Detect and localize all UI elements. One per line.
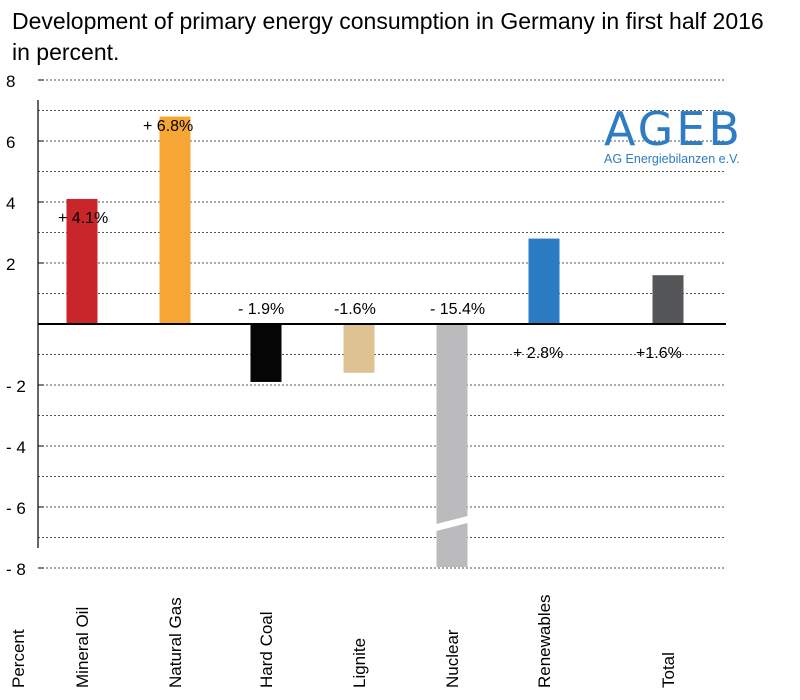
category-label: Total [659, 652, 678, 688]
y-tick-label: 4 [6, 194, 15, 213]
category-label: Renewables [535, 594, 554, 688]
logo-sub-text: AG Energiebilanzen e.V. [604, 152, 740, 166]
y-tick-labels: 8 6 4 2 - 2 - 4 - 6 - 8 [6, 72, 44, 579]
bars [66, 116, 684, 567]
value-label: + 2.8% [513, 345, 563, 362]
value-labels: + 4.1% + 6.8% - 1.9% -1.6% - 15.4% + 2.8% +1.6… [58, 118, 682, 362]
bar [250, 324, 282, 382]
value-label: + 6.8% [143, 118, 193, 135]
bar [343, 324, 375, 373]
gridlines [38, 79, 726, 569]
y-tick-label: 8 [6, 72, 15, 91]
y-axis-label: Percent [9, 629, 28, 688]
y-tick-label: - 8 [6, 560, 26, 579]
chart-title: Development of primary energy consumptio… [12, 8, 764, 65]
bar [159, 116, 191, 324]
y-tick-label: 6 [6, 133, 15, 152]
category-label: Hard Coal [257, 611, 276, 688]
category-label: Nuclear [443, 629, 462, 688]
logo-main-text: AGEB [604, 102, 743, 156]
zero-axis [37, 100, 726, 548]
bar [66, 198, 98, 324]
category-label: Natural Gas [166, 597, 185, 688]
value-label: +1.6% [636, 345, 682, 362]
category-label: Lignite [350, 638, 369, 688]
y-tick-label: - 4 [6, 438, 26, 457]
bar [652, 275, 684, 324]
y-tick-label: - 6 [6, 499, 26, 518]
category-labels: Mineral Oil Natural Gas Hard Coal Lignite Nu… [73, 594, 678, 688]
category-label: Mineral Oil [73, 607, 92, 688]
ageb-logo: AGEB AG Energiebilanzen e.V. [604, 106, 743, 166]
y-tick-label: 2 [6, 255, 15, 274]
value-label: - 15.4% [430, 301, 485, 318]
value-label: + 4.1% [58, 210, 108, 227]
bar-lower-segment [436, 523, 468, 567]
bar [436, 324, 468, 524]
value-label: -1.6% [334, 301, 376, 318]
value-label: - 1.9% [238, 301, 284, 318]
y-tick-label: - 2 [6, 377, 26, 396]
bar [528, 238, 560, 324]
